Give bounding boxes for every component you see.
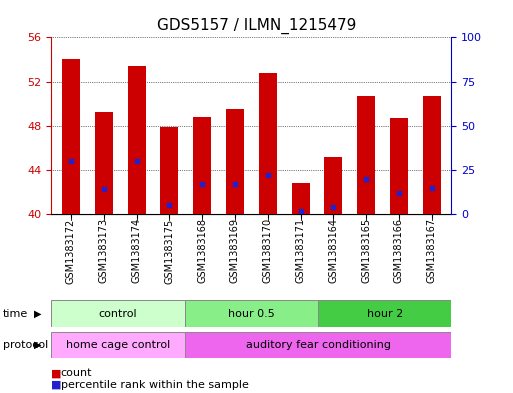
Bar xyxy=(423,96,441,214)
Text: hour 0.5: hour 0.5 xyxy=(228,309,275,319)
Text: GSM1383168: GSM1383168 xyxy=(197,219,207,283)
Text: count: count xyxy=(61,368,92,378)
Bar xyxy=(390,118,408,214)
Text: home cage control: home cage control xyxy=(66,340,170,350)
Text: ■: ■ xyxy=(51,368,62,378)
Text: percentile rank within the sample: percentile rank within the sample xyxy=(61,380,248,390)
Bar xyxy=(357,96,375,214)
Text: GSM1383172: GSM1383172 xyxy=(66,219,76,284)
Bar xyxy=(51,300,185,327)
Text: GSM1383175: GSM1383175 xyxy=(164,219,174,284)
Bar xyxy=(226,109,244,214)
Text: GSM1383171: GSM1383171 xyxy=(295,219,306,283)
Text: GSM1383174: GSM1383174 xyxy=(131,219,142,283)
Bar xyxy=(193,117,211,214)
Bar xyxy=(62,59,80,214)
Text: GSM1383165: GSM1383165 xyxy=(361,219,371,283)
Text: GSM1383167: GSM1383167 xyxy=(427,219,437,283)
Text: GSM1383164: GSM1383164 xyxy=(328,219,339,283)
Text: GDS5157 / ILMN_1215479: GDS5157 / ILMN_1215479 xyxy=(157,18,356,34)
Bar xyxy=(324,157,342,214)
Bar xyxy=(128,66,146,214)
Bar xyxy=(259,73,277,214)
Bar xyxy=(51,332,185,358)
Bar xyxy=(185,300,318,327)
Text: GSM1383170: GSM1383170 xyxy=(263,219,273,283)
Text: auditory fear conditioning: auditory fear conditioning xyxy=(246,340,390,350)
Text: protocol: protocol xyxy=(3,340,48,350)
Bar xyxy=(318,300,451,327)
Text: GSM1383166: GSM1383166 xyxy=(394,219,404,283)
Text: hour 2: hour 2 xyxy=(367,309,403,319)
Bar xyxy=(185,332,451,358)
Text: GSM1383173: GSM1383173 xyxy=(99,219,109,283)
Text: ▶: ▶ xyxy=(34,340,41,350)
Text: time: time xyxy=(3,309,28,319)
Text: ▶: ▶ xyxy=(34,309,41,319)
Text: GSM1383169: GSM1383169 xyxy=(230,219,240,283)
Text: ■: ■ xyxy=(51,380,62,390)
Bar xyxy=(95,112,113,214)
Bar xyxy=(161,127,179,214)
Text: control: control xyxy=(98,309,137,319)
Bar xyxy=(291,183,309,214)
